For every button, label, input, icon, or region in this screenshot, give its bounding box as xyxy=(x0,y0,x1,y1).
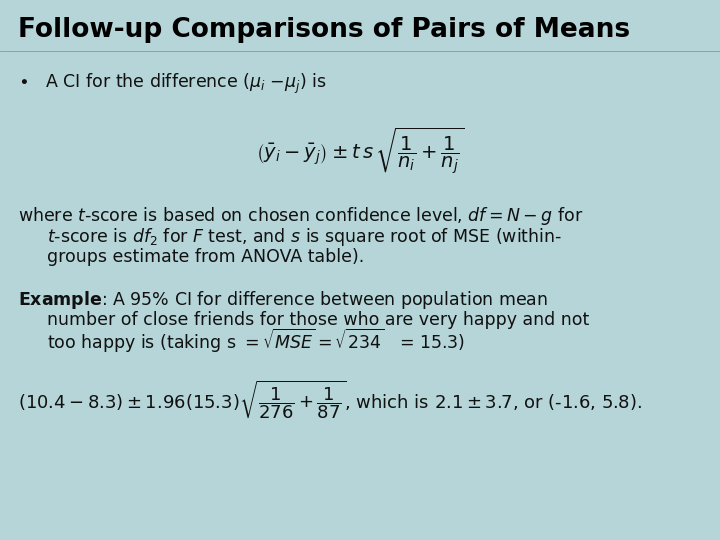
Text: $\left(\bar{y}_i - \bar{y}_j\right)\pm t\,s\,\sqrt{\dfrac{1}{n_i}+\dfrac{1}{n_j}: $\left(\bar{y}_i - \bar{y}_j\right)\pm t… xyxy=(256,126,464,177)
Text: number of close friends for those who are very happy and not: number of close friends for those who ar… xyxy=(47,311,589,329)
Text: where $t$-score is based on chosen confidence level, $df = N - g$ for: where $t$-score is based on chosen confi… xyxy=(18,205,583,227)
Text: $\bf{Example}$: A 95% CI for difference between population mean: $\bf{Example}$: A 95% CI for difference … xyxy=(18,289,548,310)
Text: groups estimate from ANOVA table).: groups estimate from ANOVA table). xyxy=(47,248,364,266)
Text: $t$-score is $df_2$ for $F$ test, and $s$ is square root of MSE (within-: $t$-score is $df_2$ for $F$ test, and $s… xyxy=(47,226,562,247)
Text: Follow-up Comparisons of Pairs of Means: Follow-up Comparisons of Pairs of Means xyxy=(18,17,630,43)
Text: $\bullet$   A CI for the difference ($\mu_i$ $-\mu_j$) is: $\bullet$ A CI for the difference ($\mu_… xyxy=(18,72,327,96)
Text: too happy is (taking s $= \sqrt{MSE} = \sqrt{234}$   = 15.3): too happy is (taking s $= \sqrt{MSE} = \… xyxy=(47,327,465,355)
Text: $\left(10.4-8.3\right)\pm 1.96(15.3)\sqrt{\dfrac{1}{276}+\dfrac{1}{87}}$, which : $\left(10.4-8.3\right)\pm 1.96(15.3)\sqr… xyxy=(18,379,642,421)
